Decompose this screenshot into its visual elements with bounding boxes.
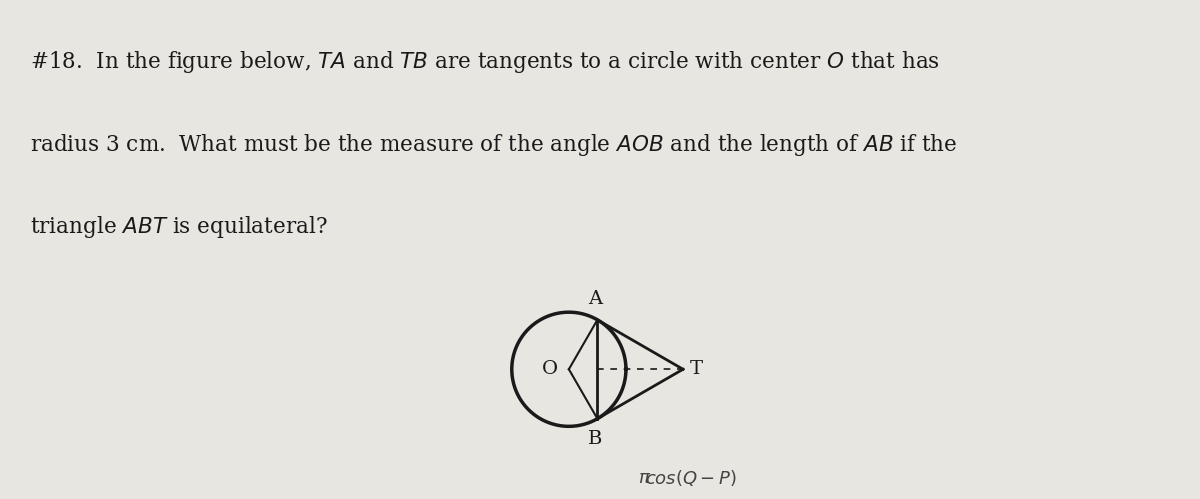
Text: A: A [588,290,602,308]
Text: $cos(Q - P)$: $cos(Q - P)$ [644,468,737,488]
Text: radius 3 cm.  What must be the measure of the angle $AOB$ and the length of $AB$: radius 3 cm. What must be the measure of… [30,132,958,158]
Text: T: T [690,360,703,378]
Text: triangle $ABT$ is equilateral?: triangle $ABT$ is equilateral? [30,214,328,240]
Text: B: B [588,430,602,449]
Text: $\pi$: $\pi$ [637,469,650,487]
Text: #18.  In the figure below, $TA$ and $TB$ are tangents to a circle with center $O: #18. In the figure below, $TA$ and $TB$ … [30,49,940,75]
Text: O: O [542,360,558,378]
